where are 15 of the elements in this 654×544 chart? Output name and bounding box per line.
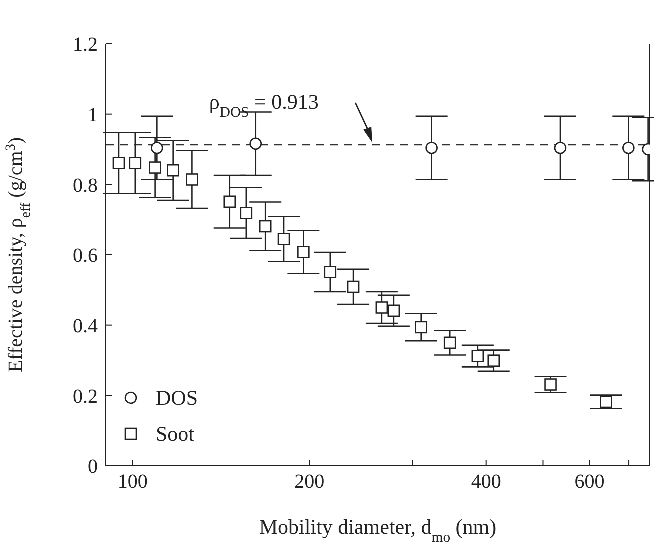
x-axis-title: Mobility diameter, d$_{mo}$ (nm) [259, 515, 497, 544]
x-tick-label: 600 [574, 471, 605, 494]
y-tick-label: 0.8 [73, 174, 98, 197]
x-tick-label: 400 [471, 471, 502, 494]
y-tick-label: 1 [88, 104, 98, 126]
y-tick-label: 0 [88, 456, 98, 478]
x-tick-label: 200 [294, 471, 325, 494]
y-tick-label: 1.2 [73, 34, 98, 56]
legend-label: DOS [156, 386, 198, 410]
y-tick-label: 0.4 [73, 315, 98, 338]
y-tick-label: 0.2 [73, 386, 98, 408]
legend-label: Soot [156, 422, 195, 446]
x-tick-label: 100 [118, 471, 148, 494]
ref-line-label: ρ$_{DOS}$ = 0.913 [209, 90, 319, 121]
y-tick-label: 0.6 [73, 245, 98, 268]
